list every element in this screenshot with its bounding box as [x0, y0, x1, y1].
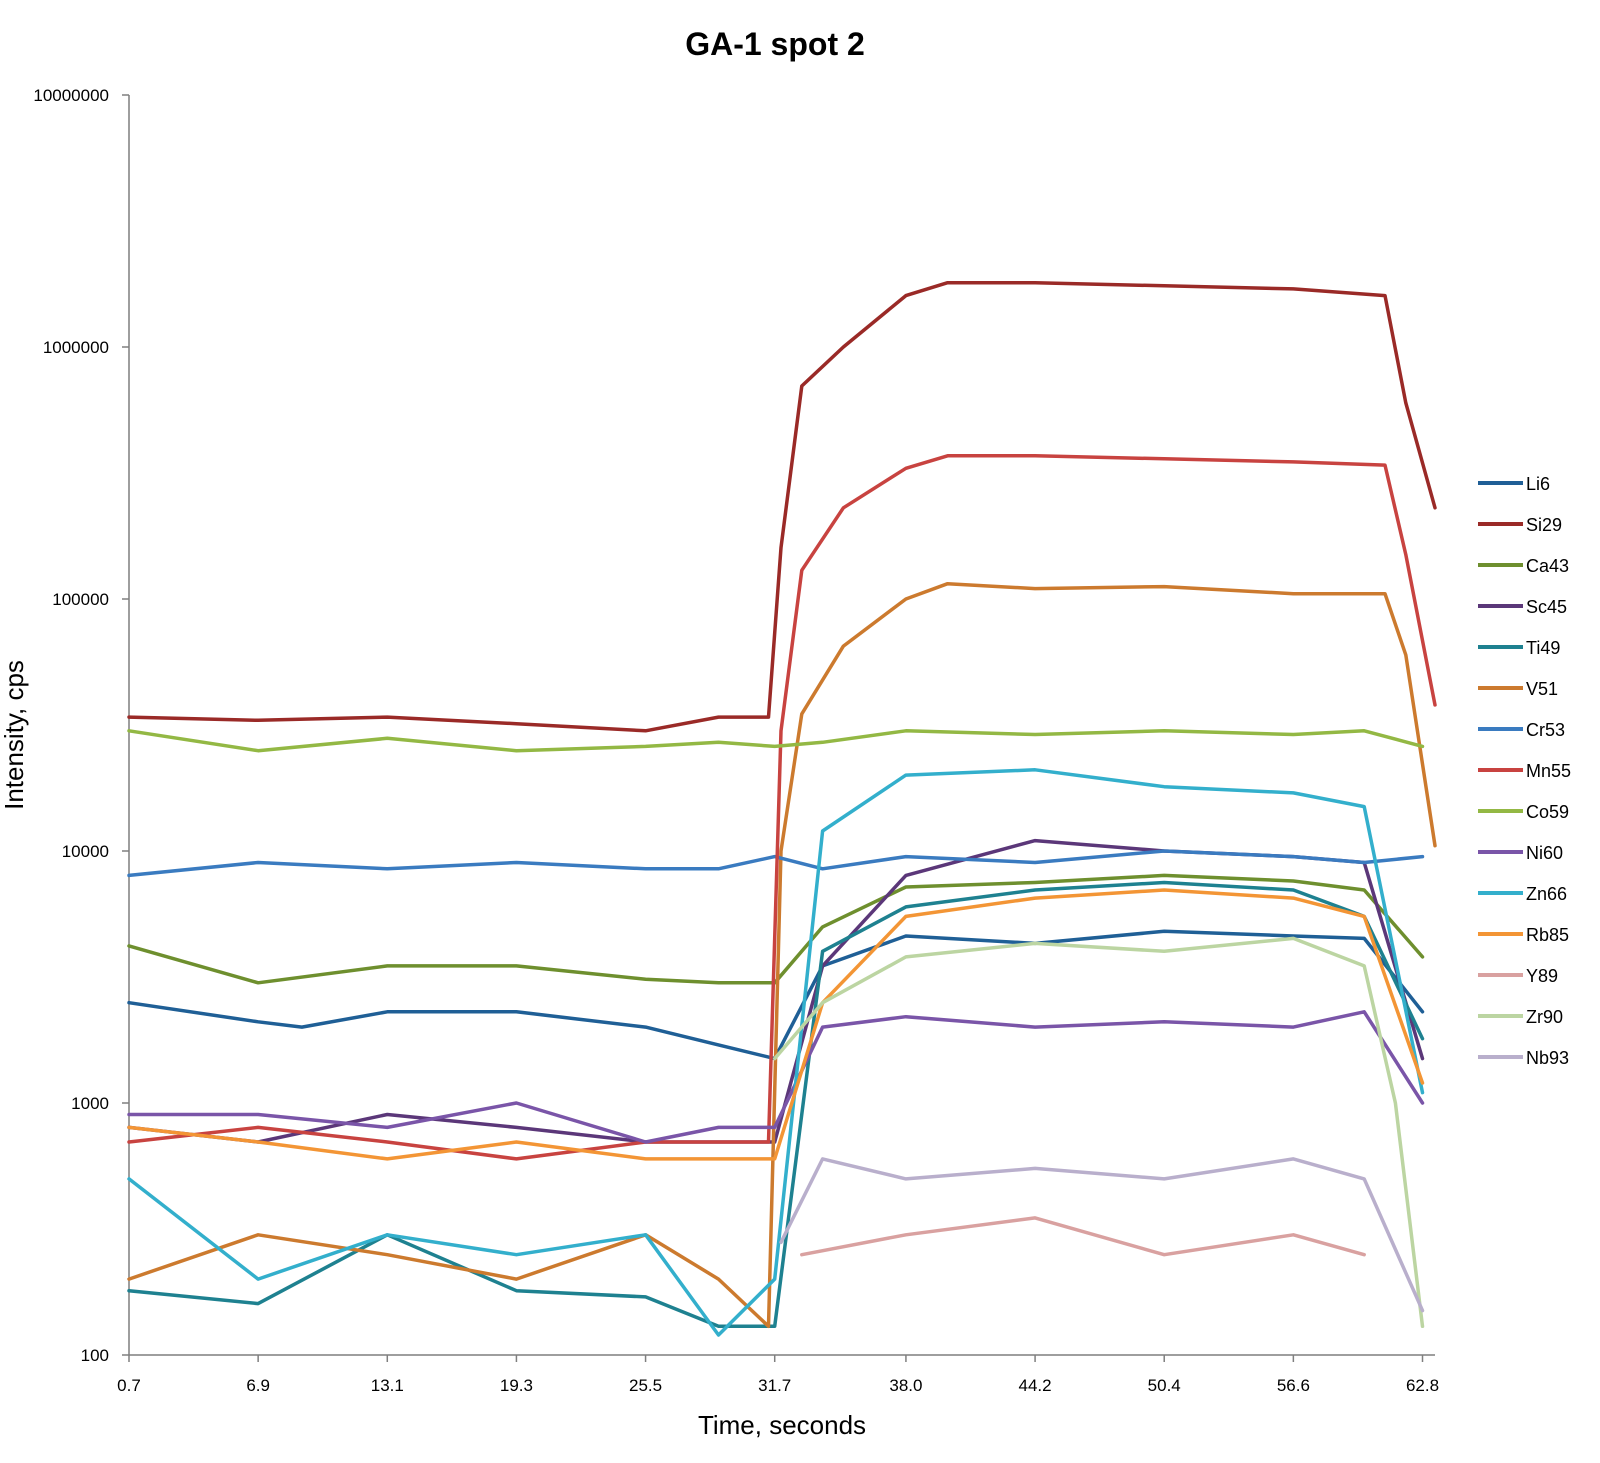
legend-label-mn55: Mn55 — [1526, 761, 1571, 781]
x-axis-title: Time, seconds — [698, 1410, 866, 1440]
x-tick-label: 0.7 — [117, 1376, 141, 1395]
series-line-rb85 — [127, 888, 1425, 1161]
x-tick-label: 44.2 — [1019, 1376, 1052, 1395]
legend-label-v51: V51 — [1526, 679, 1558, 699]
y-tick-label: 10000 — [62, 842, 109, 861]
legend-label-ti49: Ti49 — [1526, 638, 1560, 658]
legend-label-co59: Co59 — [1526, 802, 1569, 822]
legend-label-nb93: Nb93 — [1526, 1048, 1569, 1068]
y-tick-label: 10000000 — [33, 86, 109, 105]
x-tick-label: 6.9 — [246, 1376, 270, 1395]
x-tick-label: 38.0 — [889, 1376, 922, 1395]
series-line-cr53 — [127, 849, 1425, 878]
x-tick-label: 19.3 — [500, 1376, 533, 1395]
series-line-y89 — [800, 1216, 1366, 1257]
x-axis-ticks: 0.7 6.9 13.1 19.3 25.5 31.7 38.0 44.2 50.4 56.6 62… — [117, 1355, 1439, 1395]
series-line-zn66 — [127, 768, 1425, 1337]
legend-label-y89: Y89 — [1526, 966, 1558, 986]
series-line-zr90 — [772, 936, 1425, 1329]
legend: Li6 Si29 Ca43 Sc45 Ti49 V51 Cr53 Mn55 Co59 Ni60 Zn… — [1478, 474, 1571, 1068]
y-tick-label: 1000 — [71, 1094, 109, 1113]
legend-label-sc45: Sc45 — [1526, 597, 1567, 617]
y-tick-label: 1000000 — [43, 338, 109, 357]
legend-label-ni60: Ni60 — [1526, 843, 1563, 863]
legend-label-zr90: Zr90 — [1526, 1007, 1563, 1027]
x-tick-label: 62.8 — [1406, 1376, 1439, 1395]
x-tick-label: 56.6 — [1277, 1376, 1310, 1395]
series-line-co59 — [127, 729, 1425, 753]
chart-title: GA-1 spot 2 — [685, 26, 865, 62]
y-tick-label: 100000 — [52, 590, 109, 609]
legend-label-cr53: Cr53 — [1526, 720, 1565, 740]
series-line-mn55 — [127, 454, 1437, 1161]
x-tick-label: 25.5 — [629, 1376, 662, 1395]
legend-label-ca43: Ca43 — [1526, 556, 1569, 576]
series-line-v51 — [127, 581, 1437, 1329]
x-tick-label: 50.4 — [1148, 1376, 1181, 1395]
series-line-nb93 — [779, 1157, 1425, 1313]
legend-label-si29: Si29 — [1526, 515, 1562, 535]
x-tick-label: 31.7 — [758, 1376, 791, 1395]
series-line-ca43 — [127, 873, 1425, 985]
y-tick-label: 100 — [81, 1346, 109, 1365]
series-layer — [127, 280, 1437, 1337]
y-axis-title: Intensity, cps — [0, 660, 29, 810]
legend-label-zn66: Zn66 — [1526, 884, 1567, 904]
legend-label-rb85: Rb85 — [1526, 925, 1569, 945]
y-axis-ticks: 100 1000 10000 100000 1000000 10000000 — [33, 86, 129, 1365]
series-line-ti49 — [127, 880, 1425, 1329]
legend-label-li6: Li6 — [1526, 474, 1550, 494]
series-line-si29 — [127, 280, 1437, 733]
x-tick-label: 13.1 — [371, 1376, 404, 1395]
